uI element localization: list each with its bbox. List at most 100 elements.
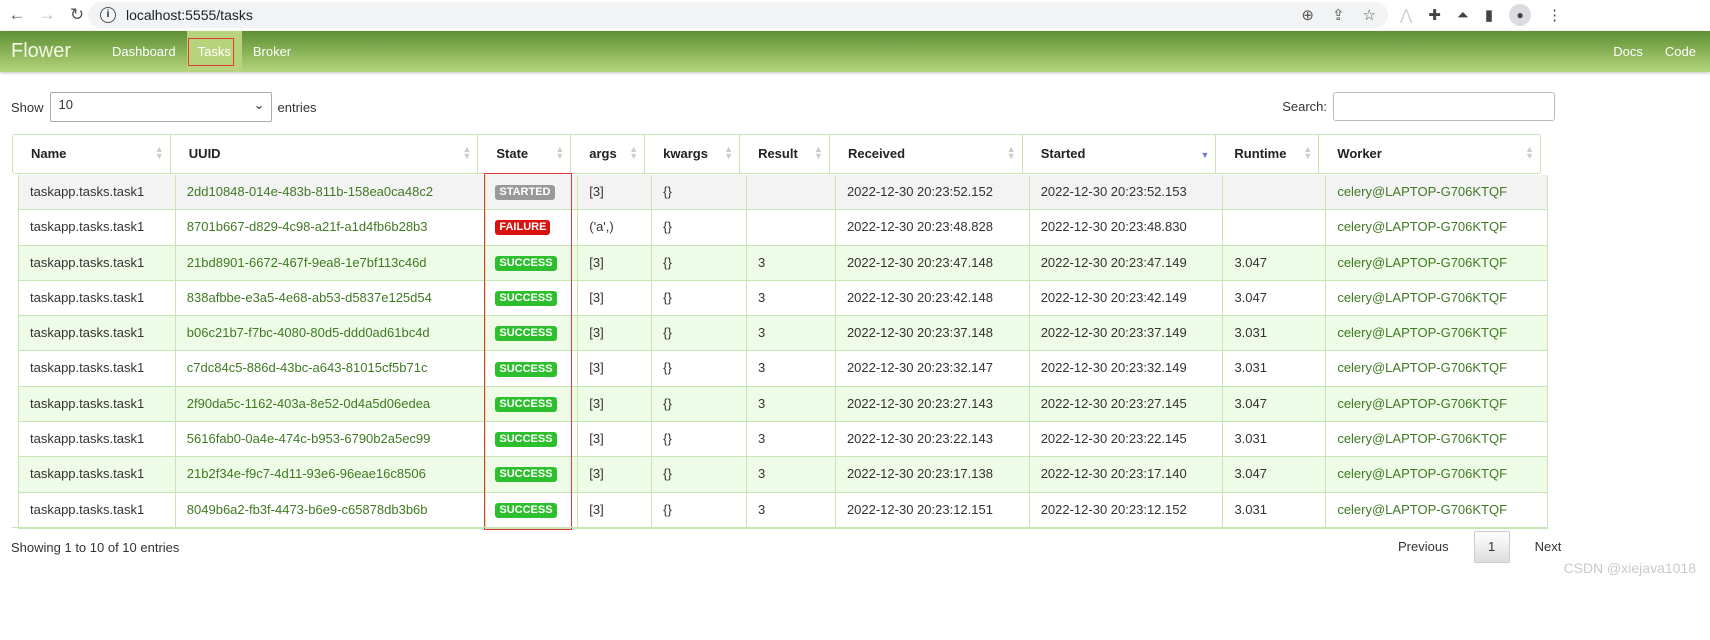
cell-name: taskapp.tasks.task1 — [19, 316, 176, 351]
star-icon[interactable]: ☆ — [1362, 7, 1376, 24]
state-badge: SUCCESS — [495, 502, 557, 518]
state-badge: SUCCESS — [495, 290, 557, 306]
table-body: taskapp.tasks.task1 2dd10848-014e-483b-81… — [18, 175, 1548, 529]
show-label: Show — [11, 99, 44, 115]
reload-icon[interactable]: ↻ — [69, 5, 85, 24]
column-label: Received — [847, 146, 906, 161]
cell-started: 2022-12-30 20:23:47.149 — [1030, 245, 1224, 280]
cell-uuid[interactable]: b06c21b7-f7bc-4080-80d5-ddd0ad61bc4d — [176, 316, 487, 351]
column-header-args[interactable]: args ▲ ▼ — [571, 135, 646, 173]
previous-button[interactable]: Previous — [1398, 539, 1449, 554]
cell-state: SUCCESS — [486, 316, 579, 351]
nav-tasks[interactable]: Tasks — [186, 31, 242, 72]
cell-name: taskapp.tasks.task1 — [19, 386, 176, 422]
table-row: taskapp.tasks.task1 2dd10848-014e-483b-81… — [19, 175, 1547, 211]
cell-uuid[interactable]: 8701b667-d829-4c98-a21f-a1d4fb6b28b3 — [176, 210, 487, 245]
column-header-name[interactable]: Name ▲ ▼ — [13, 135, 171, 173]
column-header-state[interactable]: State ▲ ▼ — [478, 135, 572, 173]
sort-icon: ▲ ▼ — [1525, 144, 1534, 161]
cell-kwargs: {} — [652, 457, 748, 492]
cell-received: 2022-12-30 20:23:12.151 — [836, 492, 1030, 528]
cell-uuid[interactable]: 8049b6a2-fb3f-4473-b6e9-c65878db3b6b — [176, 492, 487, 528]
cell-state: SUCCESS — [486, 422, 579, 457]
column-header-started[interactable]: Started ▼ — [1023, 135, 1217, 173]
table-row: taskapp.tasks.task1 c7dc84c5-886d-43bc-a6… — [19, 351, 1547, 387]
cell-uuid[interactable]: 838afbbe-e3a5-4e68-ab53-d5837e125d54 — [176, 280, 487, 316]
table-row: taskapp.tasks.task1 8701b667-d829-4c98-a2… — [19, 210, 1547, 246]
search-input[interactable] — [1333, 92, 1555, 121]
brand[interactable]: Flower — [11, 40, 72, 62]
menu-icon[interactable]: ⋮ — [1547, 7, 1563, 24]
column-header-kwargs[interactable]: kwargs ▲ ▼ — [645, 135, 741, 173]
page-1-button[interactable]: 1 — [1473, 531, 1510, 563]
cell-uuid[interactable]: 2f90da5c-1162-403a-8e52-0d4a5d06edea — [176, 386, 487, 422]
cell-worker[interactable]: celery@LAPTOP-G706KTQF — [1337, 360, 1508, 376]
next-button[interactable]: Next — [1534, 539, 1562, 554]
sidepanel-icon[interactable]: ▮ — [1484, 7, 1494, 24]
nav-dashboard[interactable]: Dashboard — [112, 44, 176, 59]
state-badge: SUCCESS — [495, 432, 557, 448]
cell-started: 2022-12-30 20:23:17.140 — [1030, 457, 1224, 492]
column-label: Name — [31, 146, 67, 161]
cell-result: 3 — [747, 245, 836, 280]
address-bar[interactable]: i localhost:5555/tasks ⊕ ⇪ ☆ — [88, 2, 1388, 28]
cell-uuid[interactable]: 21bd8901-6672-467f-9ea8-1e7bf113c46d — [176, 245, 487, 280]
back-icon[interactable]: ← — [8, 5, 26, 24]
puzzle-icon[interactable]: ✚ — [1428, 7, 1441, 24]
cell-worker[interactable]: celery@LAPTOP-G706KTQF — [1337, 289, 1508, 305]
chevron-down-icon: ⌄ — [253, 97, 265, 112]
cell-uuid[interactable]: c7dc84c5-886d-43bc-a643-81015cf5b71c — [176, 351, 487, 386]
column-label: State — [496, 146, 529, 161]
state-badge: STARTED — [495, 185, 555, 201]
cell-state: FAILURE — [486, 210, 579, 245]
nav-docs[interactable]: Docs — [1613, 44, 1643, 59]
cell-worker[interactable]: celery@LAPTOP-G706KTQF — [1337, 395, 1508, 411]
cell-name: taskapp.tasks.task1 — [19, 492, 176, 528]
column-header-result[interactable]: Result ▲ ▼ — [740, 135, 830, 173]
cell-uuid[interactable]: 2dd10848-014e-483b-811b-158ea0ca48c2 — [176, 175, 487, 210]
cell-runtime: 3.031 — [1223, 351, 1327, 386]
cell-kwargs: {} — [652, 280, 748, 316]
column-header-uuid[interactable]: UUID ▲ ▼ — [171, 135, 479, 173]
extension-icon[interactable]: ⋀ — [1400, 7, 1413, 24]
column-label: Started — [1040, 146, 1086, 161]
info-icon[interactable]: i — [100, 7, 116, 23]
cell-state: SUCCESS — [486, 351, 579, 386]
cell-worker[interactable]: celery@LAPTOP-G706KTQF — [1337, 325, 1508, 341]
cell-args: [3] — [578, 492, 653, 528]
table-row: taskapp.tasks.task1 8049b6a2-fb3f-4473-b6… — [19, 492, 1547, 528]
profile-icon[interactable]: ● — [1509, 4, 1532, 26]
column-header-worker[interactable]: Worker ▲ ▼ — [1319, 135, 1540, 173]
forward-icon[interactable]: → — [38, 5, 56, 24]
cell-worker[interactable]: celery@LAPTOP-G706KTQF — [1337, 466, 1508, 482]
table-row: taskapp.tasks.task1 838afbbe-e3a5-4e68-ab… — [19, 280, 1547, 317]
cell-worker[interactable]: celery@LAPTOP-G706KTQF — [1337, 431, 1508, 447]
cell-worker[interactable]: celery@LAPTOP-G706KTQF — [1337, 254, 1508, 270]
browser-toolbar: ← → ↻ i localhost:5555/tasks ⊕ ⇪ ☆ ⋀ ✚ ⏶… — [0, 0, 1710, 30]
zoom-icon[interactable]: ⊕ — [1301, 7, 1314, 24]
cell-uuid[interactable]: 21b2f34e-f9c7-4d11-93e6-96eae16c8506 — [176, 457, 487, 492]
cell-worker[interactable]: celery@LAPTOP-G706KTQF — [1337, 184, 1508, 199]
state-badge: SUCCESS — [495, 361, 557, 377]
cell-kwargs: {} — [652, 351, 748, 386]
cell-started: 2022-12-30 20:23:12.152 — [1030, 492, 1224, 528]
cell-uuid[interactable]: 5616fab0-0a4e-474c-b953-6790b2a5ec99 — [176, 422, 487, 457]
nav-broker[interactable]: Broker — [252, 44, 292, 59]
cell-args: [3] — [578, 422, 653, 457]
cell-runtime: 3.047 — [1223, 245, 1327, 280]
column-header-runtime[interactable]: Runtime ▲ ▼ — [1216, 135, 1320, 173]
sort-icon: ▲ ▼ — [629, 144, 639, 161]
cell-runtime: 3.031 — [1223, 316, 1327, 351]
cell-worker[interactable]: celery@LAPTOP-G706KTQF — [1337, 501, 1508, 517]
cell-worker[interactable]: celery@LAPTOP-G706KTQF — [1337, 219, 1508, 235]
column-header-received[interactable]: Received ▲ ▼ — [830, 135, 1023, 173]
cell-result: 3 — [747, 386, 836, 422]
page-size-select[interactable]: 10 ⌄ — [49, 92, 272, 122]
cell-received: 2022-12-30 20:23:42.148 — [836, 280, 1030, 316]
cell-name: taskapp.tasks.task1 — [19, 422, 176, 457]
navbar: Flower Dashboard Tasks Broker Docs Code — [0, 31, 1710, 72]
nav-code[interactable]: Code — [1664, 44, 1696, 59]
cell-state: SUCCESS — [486, 386, 579, 422]
share-icon[interactable]: ⇪ — [1331, 7, 1345, 24]
lab-icon[interactable]: ⏶ — [1456, 6, 1469, 24]
